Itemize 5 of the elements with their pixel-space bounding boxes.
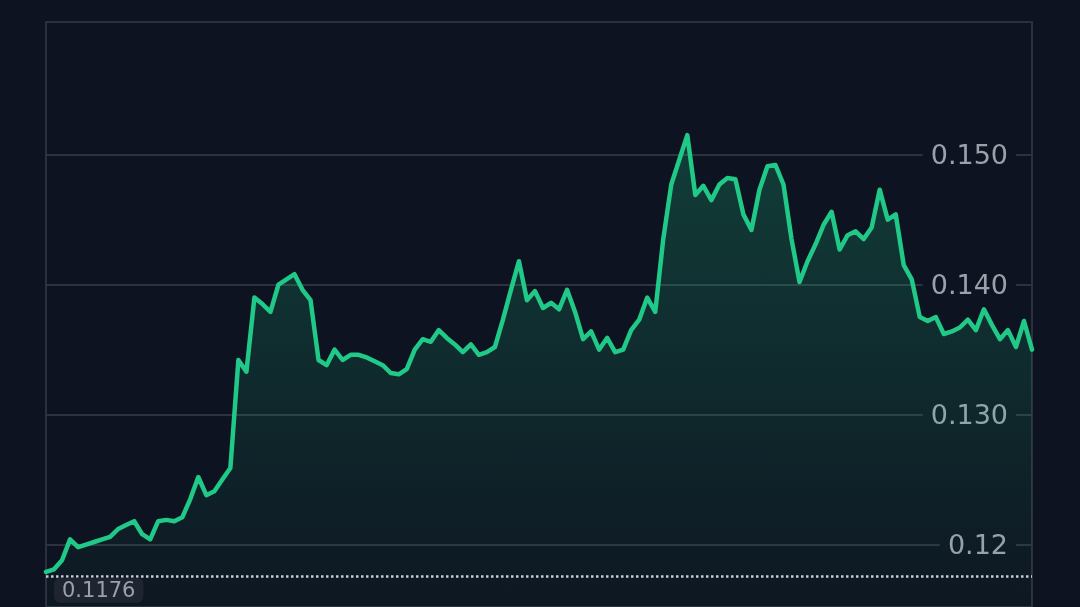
y-tick-label: 0.130 bbox=[930, 399, 1008, 431]
y-tick-label: 0.140 bbox=[930, 269, 1008, 301]
y-tick-label: 0.12 bbox=[947, 529, 1008, 561]
y-tick-label: 0.150 bbox=[930, 139, 1008, 171]
ref-line-label: 0.1176 bbox=[62, 578, 136, 603]
